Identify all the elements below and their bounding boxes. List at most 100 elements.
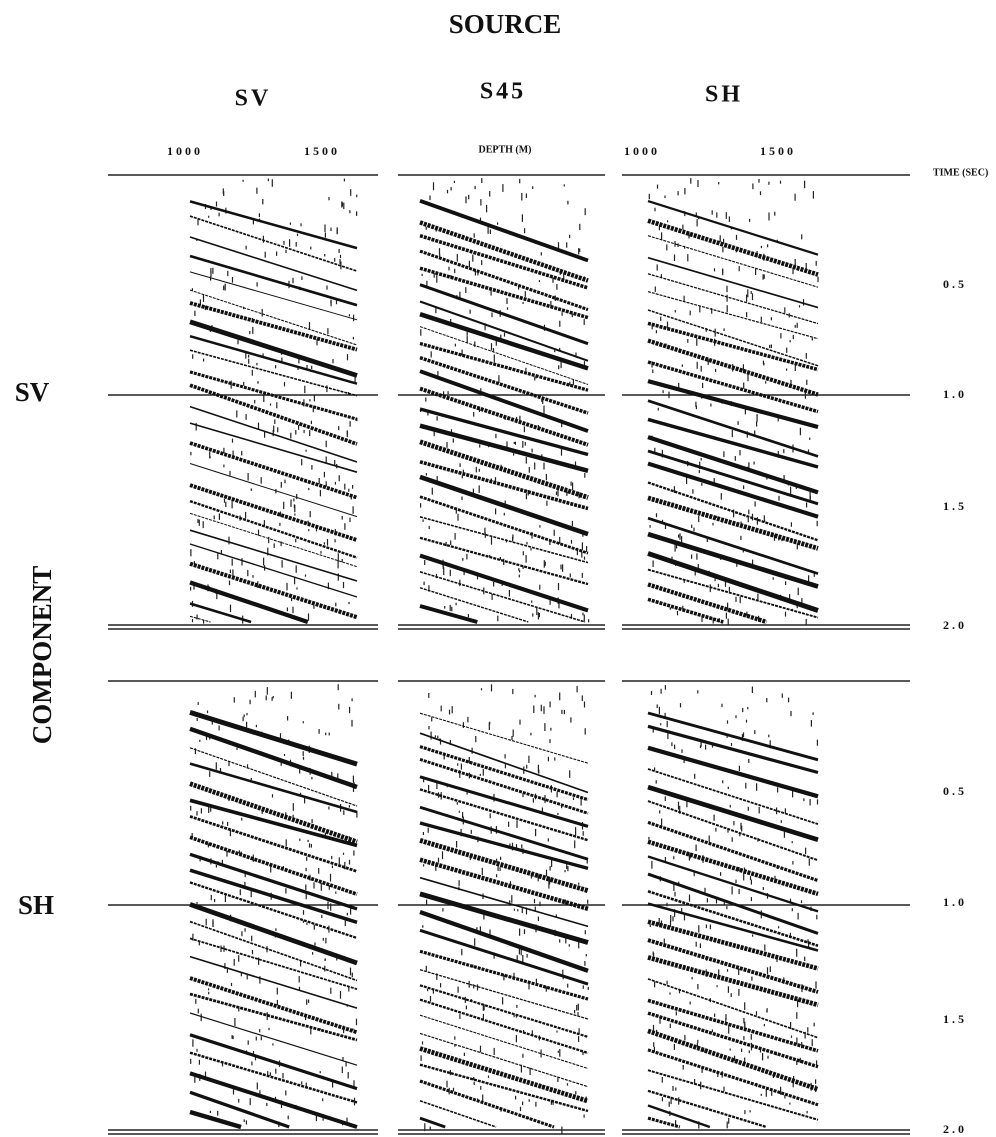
trace-noise [255, 724, 257, 728]
trace-noise [570, 539, 573, 544]
reflector [647, 839, 819, 897]
trace-noise [817, 276, 819, 283]
trace-noise [231, 1035, 233, 1039]
trace-noise [808, 941, 810, 948]
trace-noise [292, 277, 294, 284]
reflector [419, 474, 589, 537]
reflector [647, 938, 819, 994]
trace-noise [801, 598, 803, 603]
trace-noise [678, 382, 680, 391]
trace-noise [733, 821, 735, 826]
reflector [419, 857, 589, 911]
trace-noise [526, 541, 528, 545]
trace-noise [577, 1012, 579, 1016]
trace-noise [666, 902, 668, 907]
trace-noise [730, 993, 732, 997]
trace-noise [338, 426, 340, 431]
trace-noise [283, 382, 286, 387]
trace-noise [705, 924, 707, 929]
trace-noise [729, 804, 731, 808]
trace-noise [342, 1057, 344, 1062]
trace-noise [537, 874, 539, 882]
trace-noise [292, 803, 294, 811]
trace-noise [670, 915, 672, 922]
trace-noise [655, 513, 658, 518]
trace-noise [482, 1013, 484, 1020]
trace-noise [652, 727, 654, 733]
trace-noise [654, 207, 656, 212]
trace-noise [335, 298, 338, 305]
trace-noise [192, 933, 194, 941]
trace-noise [672, 916, 674, 922]
trace-noise [586, 546, 588, 552]
trace-noise [723, 328, 725, 331]
trace-noise [264, 251, 266, 258]
trace-noise [343, 810, 345, 815]
trace-noise [474, 185, 476, 190]
trace-noise [257, 529, 260, 536]
trace-noise [459, 1014, 461, 1019]
trace-noise [697, 564, 699, 569]
trace-noise [330, 987, 332, 994]
trace-noise [308, 843, 311, 848]
trace-noise [346, 1117, 348, 1124]
trace-noise [311, 365, 313, 369]
trace-noise [296, 587, 298, 590]
trace-noise [720, 493, 722, 500]
trace-noise [587, 899, 589, 904]
trace-noise [500, 334, 502, 341]
trace-noise [442, 908, 444, 912]
trace-noise [651, 860, 653, 869]
trace-noise [690, 178, 692, 184]
trace-noise [344, 483, 346, 490]
trace-noise [353, 1080, 355, 1088]
trace-noise [699, 943, 701, 948]
trace-noise [525, 456, 527, 464]
trace-noise [430, 351, 432, 358]
trace-noise [502, 184, 504, 192]
trace-noise [767, 1055, 769, 1059]
trace-noise [752, 559, 754, 566]
trace-noise [513, 441, 515, 444]
trace-noise [231, 558, 233, 566]
trace-noise [305, 893, 307, 900]
trace-noise [583, 614, 585, 622]
trace-noise [349, 210, 351, 214]
trace-noise [816, 520, 818, 527]
trace-noise [688, 854, 690, 861]
reflector [647, 235, 819, 288]
trace-noise [422, 519, 424, 522]
trace-noise [740, 535, 742, 540]
trace-noise [334, 460, 336, 466]
trace-noise [735, 715, 737, 719]
trace-noise [558, 601, 560, 609]
trace-noise [800, 900, 803, 904]
trace-noise [267, 178, 269, 182]
trace-noise [583, 1114, 585, 1118]
trace-noise [457, 763, 459, 766]
trace-noise [302, 920, 304, 923]
trace-noise [260, 1036, 262, 1041]
trace-noise [351, 719, 353, 727]
trace-noise [709, 584, 711, 593]
trace-noise [674, 909, 676, 917]
trace-noise [562, 969, 564, 975]
reflector [189, 289, 358, 346]
trace-noise [232, 1035, 234, 1040]
trace-noise [701, 617, 703, 623]
trace-noise [530, 732, 532, 736]
trace-noise [735, 879, 737, 884]
trace-noise [749, 218, 751, 222]
trace-noise [796, 948, 798, 957]
reflector [419, 969, 589, 1020]
trace-noise [231, 501, 233, 509]
trace-noise [770, 344, 772, 349]
trace-noise [222, 188, 224, 194]
trace-noise [283, 501, 285, 510]
trace-noise [585, 954, 587, 957]
reflector [189, 602, 252, 624]
reflector [189, 781, 358, 845]
reflector [189, 955, 358, 1009]
trace-noise [649, 525, 651, 528]
trace-noise [263, 394, 265, 402]
